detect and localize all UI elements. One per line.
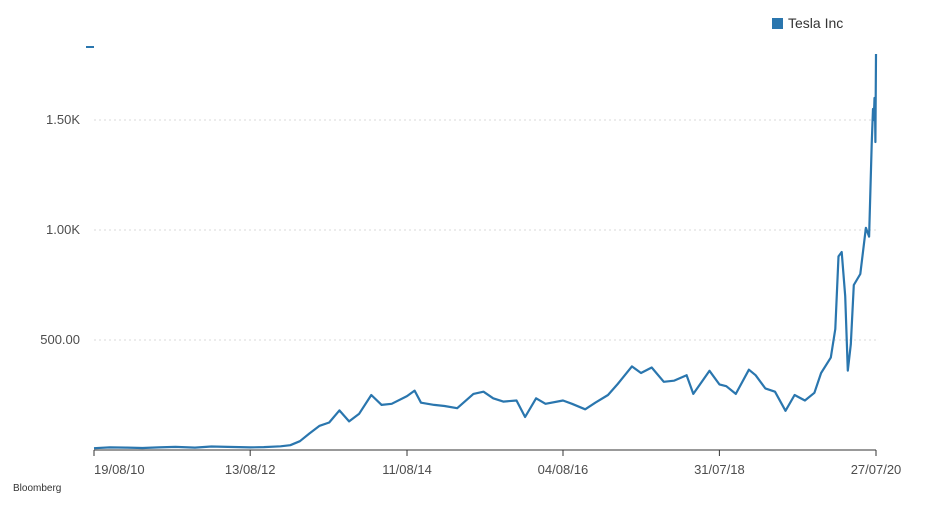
source-label: Bloomberg [13, 483, 62, 494]
top-marker [86, 46, 94, 48]
x-tick-label: 19/08/10 [94, 462, 145, 477]
y-tick-label: 1.00K [46, 222, 80, 237]
x-tick-label: 04/08/16 [538, 462, 589, 477]
y-tick-label: 1.50K [46, 112, 80, 127]
x-tick-label: 31/07/18 [694, 462, 745, 477]
x-tick-label: 11/08/14 [382, 462, 432, 477]
y-tick-label: 500.00 [40, 332, 80, 347]
gridlines [94, 119, 876, 341]
x-axis-ticks: 19/08/10 13/08/12 11/08/14 04/08/16 31/07/18… [93, 450, 902, 477]
legend: Tesla Inc [772, 15, 843, 31]
legend-label: Tesla Inc [788, 15, 844, 31]
x-tick-label: 13/08/12 [225, 462, 276, 477]
x-tick-label: 27/07/20 [851, 462, 902, 477]
y-axis-ticks: 500.00 1.00K 1.50K [40, 112, 80, 347]
series-line-tesla [93, 53, 878, 450]
legend-swatch-icon [772, 17, 783, 29]
